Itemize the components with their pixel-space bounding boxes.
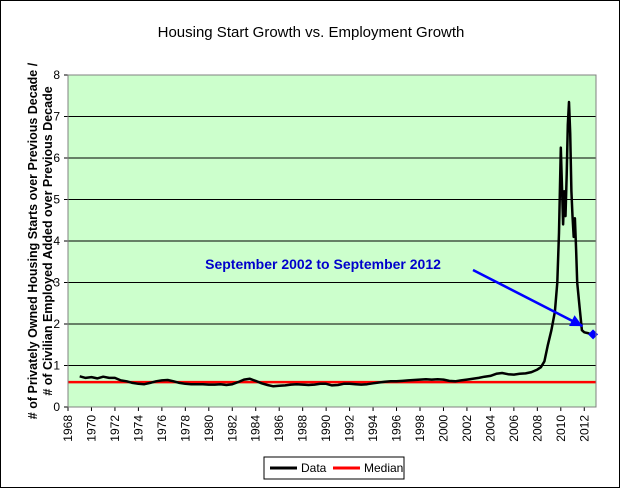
x-tick-label-1968: 1968 xyxy=(61,415,75,442)
y-tick-label-0: 0 xyxy=(53,400,60,414)
annotation-arrow-line xyxy=(472,268,584,328)
x-tick-label-1976: 1976 xyxy=(155,415,169,442)
y-axis-label-line-2: # of Civilian Employed Added over Previo… xyxy=(41,86,55,395)
series-line-data xyxy=(79,100,594,388)
x-tick-label-2000: 2000 xyxy=(436,415,450,442)
x-tick-label-2008: 2008 xyxy=(530,415,544,442)
x-tick-label-2010: 2010 xyxy=(554,415,568,442)
x-tick-label-1984: 1984 xyxy=(249,415,263,442)
y-tick-label-3: 3 xyxy=(53,276,60,290)
x-tick-label-1970: 1970 xyxy=(84,415,98,442)
legend-label-median: Median xyxy=(364,461,403,475)
y-axis-ticks: 0 1 2 3 4 5 6 7 8 xyxy=(53,68,69,414)
annotation-arrow-head xyxy=(569,315,583,327)
x-tick-label-2004: 2004 xyxy=(483,415,497,442)
y-tick-label-6: 6 xyxy=(53,151,60,165)
x-tick-label-2006: 2006 xyxy=(507,415,521,442)
x-tick-label-1974: 1974 xyxy=(131,415,145,442)
x-tick-label-1992: 1992 xyxy=(343,415,357,442)
x-tick-label-1994: 1994 xyxy=(366,415,380,442)
x-tick-label-1982: 1982 xyxy=(225,415,239,442)
x-tick-label-1972: 1972 xyxy=(108,415,122,442)
y-tick-label-8: 8 xyxy=(53,68,60,82)
x-tick-label-1996: 1996 xyxy=(390,415,404,442)
annotation-layer: September 2002 to September 2012 xyxy=(205,256,584,328)
x-tick-label-1986: 1986 xyxy=(272,415,286,442)
x-tick-label-1998: 1998 xyxy=(413,415,427,442)
grid-lines xyxy=(68,116,596,366)
legend: Data Median xyxy=(263,456,405,480)
x-tick-label-2002: 2002 xyxy=(460,415,474,442)
chart-title: Housing Start Growth vs. Employment Grow… xyxy=(158,24,465,41)
plot-border xyxy=(67,74,597,408)
y-axis-label-line-1: # of Privately Owned Housing Starts over… xyxy=(26,62,40,419)
x-tick-label-1990: 1990 xyxy=(319,415,333,442)
y-tick-label-5: 5 xyxy=(53,193,60,207)
legend-label-data: Data xyxy=(301,461,327,475)
y-tick-label-2: 2 xyxy=(53,317,60,331)
annotation-text: September 2002 to September 2012 xyxy=(205,256,441,272)
x-tick-label-2012: 2012 xyxy=(577,415,591,442)
y-tick-label-7: 7 xyxy=(53,110,60,124)
y-tick-label-1: 1 xyxy=(53,359,60,373)
x-tick-label-1980: 1980 xyxy=(202,415,216,442)
x-tick-label-1988: 1988 xyxy=(296,415,310,442)
y-axis-label: # of Privately Owned Housing Starts over… xyxy=(26,62,55,419)
x-axis-ticks: 1968 1970 1972 1974 1976 1978 1980 1982 1984 1986… xyxy=(61,406,596,442)
y-tick-label-4: 4 xyxy=(53,234,60,248)
x-tick-label-1978: 1978 xyxy=(178,415,192,442)
